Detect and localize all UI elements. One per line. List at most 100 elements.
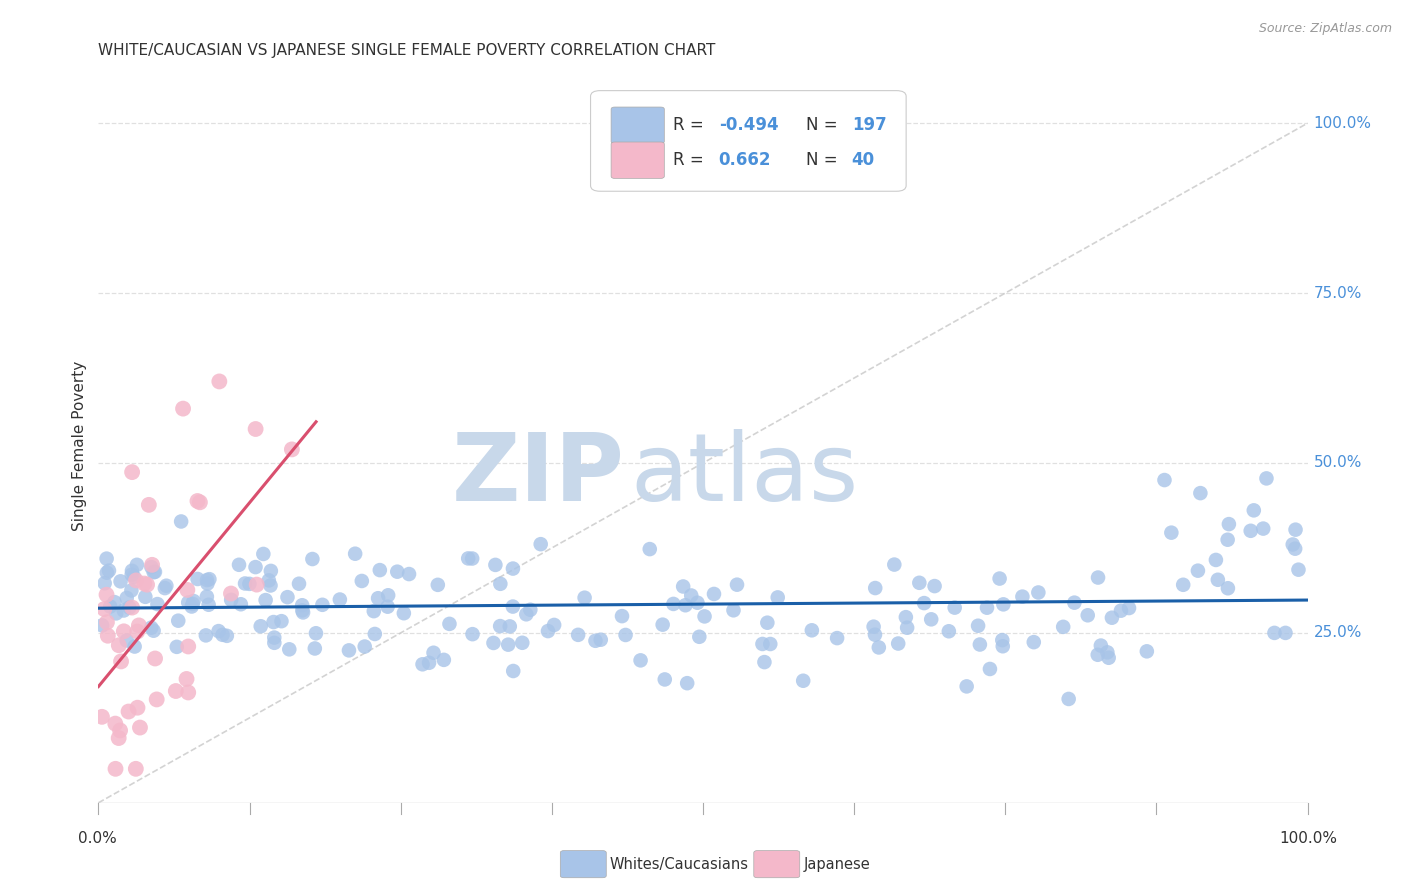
- Point: [177, 640, 200, 654]
- Text: N =: N =: [806, 151, 842, 169]
- Point: [104, 762, 127, 776]
- Point: [908, 575, 931, 590]
- Point: [134, 590, 156, 604]
- Point: [574, 591, 596, 605]
- Point: [115, 633, 138, 648]
- Point: [120, 583, 142, 598]
- Point: [125, 574, 148, 588]
- Text: 0.0%: 0.0%: [77, 831, 117, 847]
- Point: [208, 375, 231, 389]
- Point: [387, 565, 409, 579]
- Point: [938, 624, 960, 639]
- Point: [177, 685, 200, 699]
- Text: R =: R =: [672, 116, 709, 134]
- Point: [630, 653, 652, 667]
- Point: [367, 591, 389, 606]
- Point: [1243, 503, 1265, 517]
- Point: [215, 629, 238, 643]
- Point: [97, 564, 120, 578]
- Point: [96, 566, 118, 580]
- Point: [260, 564, 283, 578]
- Text: atlas: atlas: [630, 428, 859, 521]
- Text: N =: N =: [806, 116, 842, 134]
- Point: [484, 558, 506, 572]
- Point: [97, 629, 120, 643]
- Point: [304, 641, 326, 656]
- Point: [422, 646, 444, 660]
- Point: [426, 578, 449, 592]
- Point: [688, 630, 710, 644]
- Point: [337, 643, 360, 657]
- Point: [979, 662, 1001, 676]
- Point: [543, 618, 565, 632]
- Point: [233, 576, 256, 591]
- Point: [1022, 635, 1045, 649]
- Point: [1288, 563, 1310, 577]
- Point: [311, 598, 333, 612]
- Point: [392, 606, 415, 620]
- Point: [863, 628, 886, 642]
- Point: [364, 627, 387, 641]
- Point: [125, 762, 148, 776]
- Point: [103, 595, 125, 609]
- Point: [1098, 650, 1121, 665]
- Point: [496, 638, 519, 652]
- Point: [1077, 608, 1099, 623]
- Point: [180, 599, 202, 614]
- Point: [165, 684, 187, 698]
- Point: [703, 587, 725, 601]
- Point: [263, 631, 285, 645]
- Point: [1028, 585, 1050, 599]
- Point: [461, 551, 484, 566]
- Point: [128, 618, 150, 632]
- Point: [1187, 564, 1209, 578]
- Point: [142, 624, 165, 638]
- Point: [195, 573, 218, 587]
- Point: [183, 594, 205, 608]
- Point: [585, 633, 607, 648]
- Point: [117, 705, 139, 719]
- Point: [167, 614, 190, 628]
- Point: [121, 465, 143, 479]
- Point: [363, 604, 385, 618]
- Point: [96, 615, 118, 630]
- Point: [211, 628, 233, 642]
- Point: [166, 640, 188, 654]
- Point: [1189, 486, 1212, 500]
- Point: [693, 609, 716, 624]
- Point: [1160, 525, 1182, 540]
- FancyBboxPatch shape: [612, 142, 664, 178]
- Point: [127, 624, 149, 639]
- Point: [142, 565, 165, 579]
- Point: [146, 597, 169, 611]
- Text: WHITE/CAUCASIAN VS JAPANESE SINGLE FEMALE POVERTY CORRELATION CHART: WHITE/CAUCASIAN VS JAPANESE SINGLE FEMAL…: [98, 43, 716, 58]
- Point: [110, 655, 132, 669]
- Point: [1052, 620, 1074, 634]
- Point: [1274, 626, 1296, 640]
- FancyBboxPatch shape: [754, 851, 800, 878]
- Point: [245, 422, 267, 436]
- Point: [108, 638, 131, 652]
- Point: [112, 603, 135, 617]
- Point: [943, 600, 966, 615]
- Point: [122, 570, 145, 584]
- Point: [825, 631, 848, 645]
- Point: [754, 655, 776, 669]
- Text: R =: R =: [672, 151, 714, 169]
- Point: [673, 599, 696, 613]
- Point: [278, 642, 301, 657]
- Point: [956, 680, 979, 694]
- Text: -0.494: -0.494: [718, 116, 779, 134]
- Point: [589, 632, 612, 647]
- Point: [172, 401, 194, 416]
- Point: [194, 628, 217, 642]
- Point: [238, 577, 260, 591]
- Point: [1097, 645, 1119, 659]
- Point: [662, 597, 685, 611]
- Point: [896, 621, 918, 635]
- Point: [1284, 541, 1306, 556]
- Point: [270, 614, 292, 628]
- Point: [143, 565, 166, 579]
- Point: [412, 657, 434, 672]
- Text: 50.0%: 50.0%: [1313, 456, 1362, 470]
